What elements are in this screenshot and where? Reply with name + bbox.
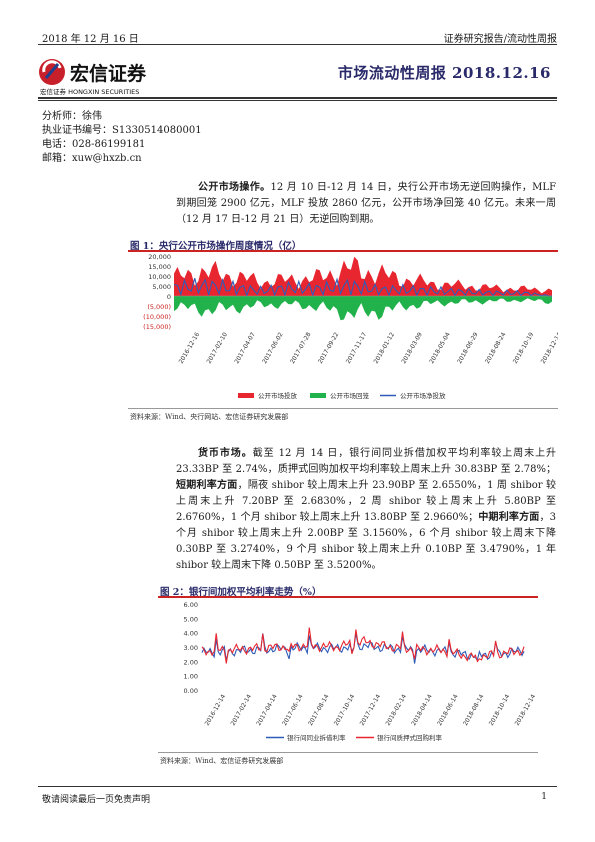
- section-text: 12 月 10 日-12 月 14 日，央行公开市场无逆回购操作，MLF 到期回…: [176, 182, 557, 225]
- x-tick-label: 2017-06-14: [281, 693, 305, 727]
- page-number: 1: [541, 792, 547, 802]
- page-title: 市场流动性周报 2018.12.16: [337, 64, 551, 82]
- analyst-name: 分析师：徐伟: [42, 111, 102, 122]
- figure2-bottom-rule: [158, 752, 538, 753]
- report-date: 2018 年 12 月 16 日: [42, 34, 139, 45]
- x-tick-label: 2018-03-09: [400, 331, 424, 365]
- analyst-email: 邮箱：xuw@hxzb.cn: [42, 153, 142, 164]
- series-pledged-repo-rate: [201, 627, 525, 664]
- x-tick-label: 2017-09-22: [317, 331, 341, 365]
- company-logo: 宏信证券 宏信证券 HONGXIN SECURITIES: [36, 50, 158, 96]
- report-category: 证券研究报告/流动性周报: [443, 34, 557, 45]
- y-tick-label: 5,000: [152, 283, 171, 291]
- x-tick-label: 2017-02-10: [206, 331, 230, 365]
- x-tick-label: 2018-06-14: [436, 693, 460, 727]
- section-money-market: 货币市场。截至 12 月 14 日，银行间同业拆借加权平均利率较上周末上升 23…: [176, 446, 556, 574]
- x-tick-label: 2018-10-14: [488, 693, 512, 727]
- section2-lead: 货币市场。: [198, 448, 253, 459]
- figure1-bottom-rule: [128, 408, 558, 409]
- x-tick-label: 2017-07-28: [289, 331, 313, 365]
- section2-text1: 截至 12 月 14 日，银行间同业拆借加权平均利率较上周末上升 23.33BP…: [176, 448, 557, 475]
- figure2-chart: 6.00 5.00 4.00 3.00 2.00 1.00 0.00 2016-12-14 20…: [158, 598, 538, 750]
- title-divider: [38, 97, 557, 99]
- header-divider: [38, 44, 557, 45]
- y-tick-label: (5,000): [147, 303, 171, 311]
- section2-lead2: 短期利率方面: [176, 480, 238, 491]
- x-tick-label: 2016-12-14: [204, 693, 228, 727]
- series-open-market-withdrawal: [174, 296, 552, 321]
- y-tick-label: 10,000: [148, 273, 171, 281]
- legend-label: 公开市场净投放: [400, 391, 446, 400]
- title-divider-thin: [38, 100, 557, 101]
- x-tick-label: 2017-04-07: [233, 331, 257, 365]
- legend-label: 银行间同业拆借利率: [287, 733, 346, 742]
- legend-label: 公开市场投放: [258, 391, 298, 400]
- series-net-injection: [173, 277, 553, 297]
- x-tick-label: 2018-05-04: [428, 331, 452, 365]
- figure1-rule: [128, 250, 558, 252]
- figure1-chart: 20,000 15,000 10,000 5,000 0 (5,000) (10,000) (…: [128, 252, 563, 408]
- figure2-source: 资料来源：Wind、宏信证券研究发展部: [160, 757, 284, 765]
- y-tick-label: 4.00: [184, 630, 198, 638]
- figure1-source: 资料来源：Wind、央行网站、宏信证券研究发展部: [130, 413, 289, 421]
- x-tick-label: 2017-08-14: [307, 693, 331, 727]
- y-tick-label: 0.00: [184, 687, 198, 695]
- x-tick-label: 2017-06-02: [261, 331, 285, 365]
- section2-text3: ，3 个月 shibor 较上周末上升 2.00BP 至 3.1560%，6 个…: [176, 512, 556, 571]
- y-tick-label: (10,000): [143, 313, 171, 321]
- y-tick-label: 2.00: [184, 658, 198, 666]
- footer-divider: [38, 786, 557, 787]
- legend-label: 公开市场回笼: [330, 391, 370, 400]
- section-open-market: 公开市场操作。12 月 10 日-12 月 14 日，央行公开市场无逆回购操作，…: [176, 180, 556, 228]
- x-tick-label: 2018-04-14: [410, 693, 434, 727]
- x-tick-label: 2018-01-12: [373, 331, 397, 365]
- x-tick-label: 2018-12-14: [514, 693, 538, 727]
- x-tick-label: 2017-02-14: [230, 693, 254, 727]
- figure1-title: 图 1：央行公开市场操作周度情况（亿）: [130, 241, 302, 252]
- section-lead: 公开市场操作。: [198, 182, 271, 193]
- logo-text: 宏信证券: [70, 62, 147, 85]
- y-tick-label: 20,000: [148, 253, 171, 261]
- section2-text2: ，隔夜 shibor 较上周末上升 23.90BP 至 2.6550%，1 周 …: [176, 480, 557, 523]
- x-tick-label: 2017-12-14: [359, 693, 383, 727]
- legend-label: 银行间质押式回购利率: [377, 733, 443, 742]
- x-tick-label: 2018-06-29: [456, 331, 480, 365]
- x-tick-label: 2018-08-24: [484, 331, 508, 365]
- x-tick-label: 2018-08-14: [462, 693, 486, 727]
- y-tick-label: 1.00: [184, 673, 198, 681]
- y-tick-label: 3.00: [184, 644, 198, 652]
- analyst-phone: 电话：028-86199181: [42, 139, 146, 150]
- figure2-rule: [158, 596, 538, 598]
- y-tick-label: 0: [167, 293, 171, 301]
- x-tick-label: 2017-10-14: [333, 693, 357, 727]
- legend-swatch: [238, 393, 254, 398]
- x-tick-label: 2017-11-17: [345, 331, 369, 365]
- series-open-market-injection: [174, 256, 552, 296]
- x-tick-label: 2018-12-14: [540, 331, 558, 365]
- figure2-title: 图 2：银行间加权平均利率走势（%）: [160, 587, 322, 598]
- y-tick-label: (15,000): [143, 323, 171, 331]
- x-tick-label: 2018-02-14: [385, 693, 409, 727]
- x-tick-label: 2017-04-14: [255, 693, 279, 727]
- svg-text:宏信证券 HONGXIN SECURITIES: 宏信证券 HONGXIN SECURITIES: [40, 87, 139, 96]
- footer-disclaimer: 敬请阅读最后一页免责声明: [42, 795, 151, 805]
- x-tick-label: 2016-12-16: [178, 331, 202, 365]
- x-tick-label: 2018-10-19: [512, 331, 536, 365]
- legend-swatch: [310, 393, 326, 398]
- analyst-cert: 执业证书编号：S1330514080001: [42, 125, 202, 136]
- section2-lead3: 中期利率方面: [478, 512, 540, 523]
- y-tick-label: 15,000: [148, 263, 171, 271]
- y-tick-label: 6.00: [184, 601, 198, 609]
- y-tick-label: 5.00: [184, 615, 198, 623]
- series-interbank-lending-rate: [201, 633, 525, 664]
